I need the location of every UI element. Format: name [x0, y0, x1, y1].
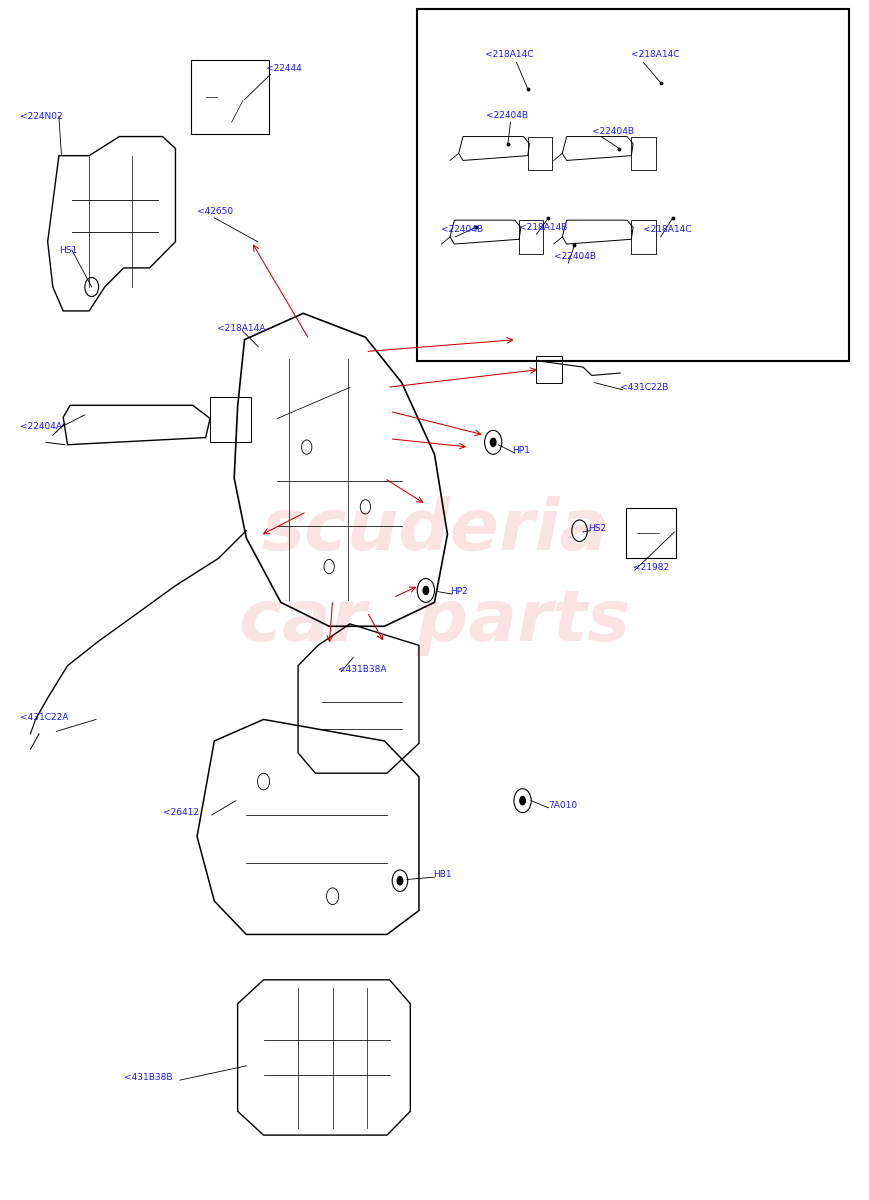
- Text: <22404B: <22404B: [554, 252, 595, 260]
- Circle shape: [519, 796, 526, 805]
- Text: <218A14A: <218A14A: [217, 324, 265, 334]
- Text: <218A14C: <218A14C: [485, 49, 533, 59]
- Text: HS1: HS1: [59, 246, 77, 254]
- Text: scuderia
car  parts: scuderia car parts: [239, 497, 630, 656]
- Text: <224N02: <224N02: [20, 112, 63, 121]
- Bar: [210, 397, 251, 443]
- Circle shape: [422, 586, 429, 595]
- Text: <431B38B: <431B38B: [123, 1073, 172, 1082]
- Bar: [632, 137, 655, 170]
- Text: <22404B: <22404B: [487, 110, 528, 120]
- Text: <22444: <22444: [266, 64, 302, 73]
- Text: <431B38A: <431B38A: [338, 665, 387, 673]
- Bar: [627, 508, 676, 558]
- Text: <431C22A: <431C22A: [20, 713, 69, 721]
- Text: <21982: <21982: [634, 563, 669, 572]
- Text: <218A14C: <218A14C: [632, 49, 680, 59]
- Bar: [527, 137, 552, 170]
- Text: 7A010: 7A010: [548, 800, 578, 810]
- Text: HS2: HS2: [588, 524, 607, 533]
- Text: <431C22B: <431C22B: [620, 383, 668, 392]
- Text: HB1: HB1: [433, 870, 451, 880]
- Text: <42650: <42650: [197, 208, 233, 216]
- Bar: [417, 8, 849, 361]
- Bar: [632, 220, 655, 253]
- Text: HP1: HP1: [512, 446, 530, 455]
- Text: HP2: HP2: [450, 587, 468, 596]
- Text: <22404B: <22404B: [592, 127, 634, 137]
- Text: <26412: <26412: [163, 808, 198, 817]
- Bar: [519, 220, 543, 253]
- Bar: [536, 356, 562, 383]
- Text: <22404A: <22404A: [20, 422, 62, 431]
- Text: <218A14B: <218A14B: [519, 223, 567, 232]
- Text: <22404B: <22404B: [441, 226, 483, 234]
- Text: <218A14C: <218A14C: [643, 226, 692, 234]
- Circle shape: [396, 876, 403, 886]
- Bar: [191, 60, 269, 134]
- Circle shape: [490, 438, 497, 448]
